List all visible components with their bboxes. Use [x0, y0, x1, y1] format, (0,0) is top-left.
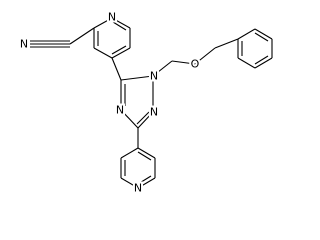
- bond: [137, 151, 152, 161]
- bond: [93, 17, 113, 29]
- bond: [136, 111, 150, 125]
- bond: [111, 47, 131, 59]
- bond: [137, 111, 154, 129]
- bond: [152, 60, 173, 77]
- bond: [254, 28, 273, 40]
- bond: [111, 57, 122, 81]
- bond: [171, 60, 196, 65]
- atom-label: N: [108, 11, 116, 24]
- atom-labels: N N N O N N N: [18, 9, 202, 197]
- bond: [120, 109, 139, 129]
- bond: [254, 32, 269, 42]
- bond: [69, 27, 95, 45]
- bond: [112, 21, 127, 31]
- bond: [111, 45, 127, 55]
- bond: [214, 38, 239, 49]
- atom-label: N: [150, 106, 158, 119]
- atom-label: O: [191, 58, 200, 71]
- atom-label: N: [20, 38, 28, 51]
- bond: [120, 147, 139, 159]
- bond: [137, 147, 156, 159]
- bond: [137, 175, 152, 185]
- bond: [237, 57, 256, 69]
- atom-label: N: [116, 104, 124, 117]
- bond: [194, 47, 216, 65]
- bond: [254, 55, 269, 65]
- page: {"atoms": [ {"label": "N"}, {"label": "N…: [18, 9, 273, 197]
- bond: [137, 177, 156, 189]
- bond: [120, 177, 139, 189]
- bond: [120, 75, 154, 81]
- structure: N N N O N N N: [18, 9, 273, 197]
- atom-label: N: [150, 70, 158, 83]
- atom-label: N: [134, 182, 142, 195]
- bond: [254, 57, 273, 69]
- bond: [111, 17, 131, 29]
- bond: [93, 47, 113, 59]
- bonds: [30, 17, 273, 189]
- bond: [237, 28, 256, 40]
